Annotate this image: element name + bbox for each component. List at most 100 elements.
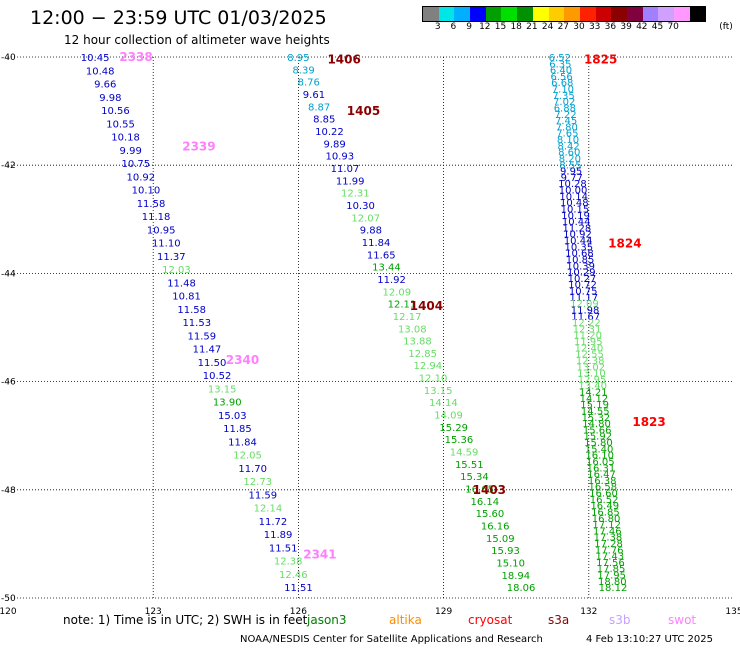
wave-height-label: 15.60 <box>476 509 505 520</box>
legend-swatch <box>564 7 580 21</box>
time-label: 1824 <box>608 237 641 251</box>
time-label: 1406 <box>327 53 360 67</box>
wave-height-label: 11.85 <box>223 424 252 435</box>
wave-height-label: 14.21 <box>579 388 608 399</box>
wave-height-label: 7.80 <box>556 122 578 133</box>
y-tick-label: -46 <box>1 378 16 388</box>
wave-height-label: 11.17 <box>570 293 599 304</box>
wave-height-label: 16.58 <box>589 482 618 493</box>
wave-height-label: 12.46 <box>279 570 308 581</box>
satellite-legend-cryosat: cryosat <box>468 613 513 627</box>
color-legend-bar <box>422 6 707 22</box>
legend-tick-label: 9 <box>466 22 472 32</box>
legend-tick-label: 18 <box>510 22 522 32</box>
legend-swatch <box>485 7 502 21</box>
legend-swatch <box>626 7 643 21</box>
wave-height-label: 6.56 <box>551 72 573 83</box>
satellite-legend-jason3: jason3 <box>307 613 347 627</box>
wave-height-label: 10.10 <box>132 186 161 197</box>
wave-height-label: 15.51 <box>455 460 484 471</box>
wave-height-label: 12.17 <box>393 312 422 323</box>
generated-timestamp: 4 Feb 13:10:27 UTC 2025 <box>586 634 713 645</box>
wave-height-label: 10.18 <box>111 133 140 144</box>
wave-height-label: 9.95 <box>560 167 582 178</box>
wave-height-label: 12.38 <box>576 356 605 367</box>
wave-height-label: 13.40 <box>578 381 607 392</box>
wave-height-label: 10.75 <box>569 287 598 298</box>
legend-swatch <box>423 7 439 21</box>
wave-height-label: 16.49 <box>590 501 619 512</box>
legend-swatch <box>517 7 533 21</box>
wave-height-label: 10.85 <box>566 255 595 266</box>
credit-text: NOAA/NESDIS Center for Satellite Applica… <box>240 634 543 645</box>
time-label: 2341 <box>303 548 336 562</box>
legend-swatch <box>689 7 706 21</box>
wave-height-label: 17.95 <box>597 571 626 582</box>
legend-tick-label: 6 <box>450 22 457 32</box>
wave-height-label: 11.89 <box>264 530 293 541</box>
wave-height-label: 11.65 <box>367 250 396 261</box>
wave-height-label: 11.58 <box>137 199 166 210</box>
legend-swatch <box>470 7 486 21</box>
wave-height-label: 14.09 <box>434 411 463 422</box>
wave-height-label: 14.59 <box>450 448 479 459</box>
x-tick-label: 126 <box>290 607 307 617</box>
wave-height-label: 12.03 <box>162 265 191 276</box>
wave-height-label: 11.18 <box>142 212 171 223</box>
wave-height-label: 12.94 <box>414 361 443 372</box>
wave-height-label: 11.59 <box>249 490 278 501</box>
wave-height-label: 8.95 <box>287 53 309 64</box>
wave-height-label: 12.73 <box>243 477 272 488</box>
wave-height-label: 6.35 <box>549 59 571 70</box>
wave-height-label: 8.42 <box>558 141 580 152</box>
wave-height-label: 16.14 <box>470 497 499 508</box>
wave-height-label: 9.66 <box>94 80 116 91</box>
wave-height-label: 13.15 <box>424 386 453 397</box>
wave-height-label: 11.37 <box>157 252 186 263</box>
wave-height-label: 14.12 <box>580 394 609 405</box>
legend-swatch <box>658 7 674 21</box>
color-legend-ticks: 3 6 9 12 15 18 21 24 27 30 33 36 39 42 45 70 (ft) <box>422 22 738 34</box>
wave-height-label: 8.87 <box>308 102 330 113</box>
wave-height-label: 18.94 <box>502 571 531 582</box>
x-tick-label: 135 <box>725 607 740 617</box>
wave-height-label: 16.10 <box>585 451 614 462</box>
wave-height-label: 11.51 <box>284 583 313 594</box>
time-label: 2338 <box>119 50 152 64</box>
time-label: 1404 <box>410 299 443 313</box>
chart-title: 12:00 − 23:59 UTC 01/03/2025 <box>30 7 327 29</box>
wave-height-label: 11.70 <box>238 464 267 475</box>
wave-height-label: 10.15 <box>561 204 590 215</box>
wave-height-label: 10.44 <box>562 217 591 228</box>
wave-height-label: 15.10 <box>496 559 525 570</box>
wave-height-label: 9.77 <box>561 173 583 184</box>
wave-height-label: 16.80 <box>592 514 621 525</box>
y-tick-label: -44 <box>1 269 16 279</box>
wave-height-label: 11.67 <box>571 312 600 323</box>
legend-swatch <box>438 7 455 21</box>
wave-height-label: 9.89 <box>324 139 346 150</box>
wave-height-label: 15.09 <box>486 534 515 545</box>
wave-height-label: 16.38 <box>588 476 617 487</box>
wave-height-label: 15.19 <box>580 400 609 411</box>
wave-height-label: 8.76 <box>298 78 320 89</box>
wave-height-label: 10.75 <box>121 159 150 170</box>
wave-height-label: 13.08 <box>398 324 427 335</box>
wave-height-label: 10.95 <box>147 225 176 236</box>
wave-height-label: 17.76 <box>595 545 624 556</box>
wave-height-label: 10.68 <box>565 249 594 260</box>
wave-height-label: 12.09 <box>570 299 599 310</box>
legend-tick-label: 21 <box>526 22 538 32</box>
wave-height-label: 12.38 <box>274 557 303 568</box>
wave-height-label: 18.12 <box>599 583 628 594</box>
wave-height-label: 10.27 <box>568 274 597 285</box>
wave-height-label: 8.55 <box>559 160 581 171</box>
wave-height-label: 8.60 <box>558 148 580 159</box>
wave-height-label: 14.80 <box>582 419 611 430</box>
legend-tick-label: 33 <box>588 22 601 32</box>
wave-height-label: 7.35 <box>552 91 574 102</box>
wave-height-label: 11.07 <box>331 164 360 175</box>
footer-note-text: note: 1) Time is in UTC; 2) SWH is in fe… <box>63 613 308 627</box>
wave-height-label: 10.48 <box>86 66 115 77</box>
time-label: 1823 <box>632 415 665 429</box>
